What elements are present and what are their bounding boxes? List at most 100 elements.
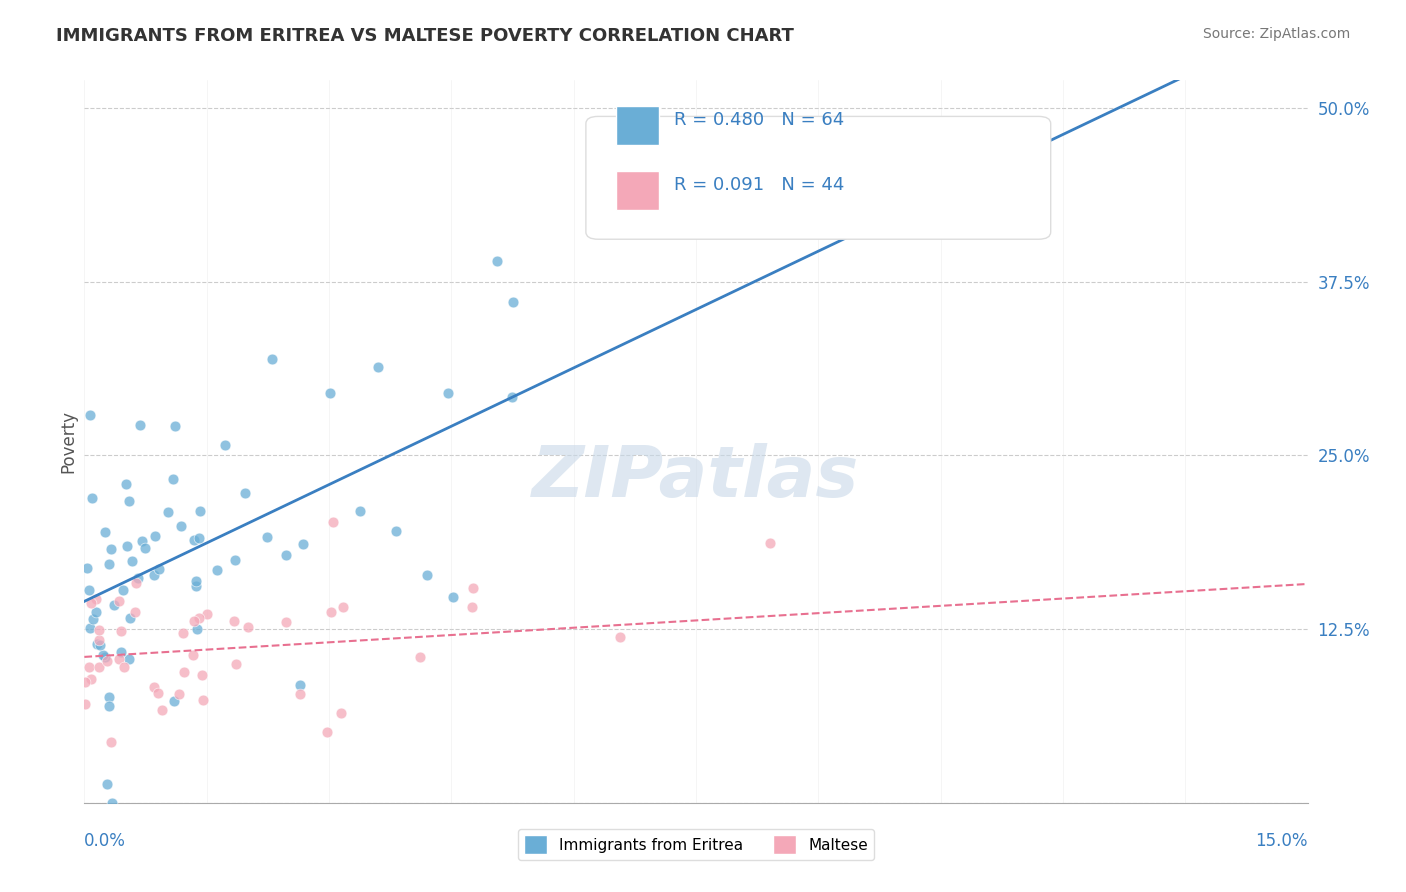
Point (319, 386, 342, 401)
Point (461, 600, 484, 615)
Point (110, 645, 132, 659)
Point (84, 592, 107, 607)
Point (187, 531, 209, 545)
Point (169, 688, 191, 702)
Text: 15.0%: 15.0% (1256, 831, 1308, 850)
Point (87, 659, 110, 673)
Point (183, 533, 205, 548)
Point (186, 623, 208, 637)
Point (118, 610, 141, 624)
Point (385, 524, 408, 538)
Point (290, 678, 312, 692)
Point (236, 620, 259, 634)
Point (80, 491, 103, 505)
Point (276, 549, 298, 563)
Point (148, 686, 170, 700)
Point (103, 599, 125, 613)
Point (485, 253, 508, 268)
Point (118, 652, 141, 666)
Point (91, 648, 114, 663)
Point (125, 576, 148, 591)
Point (288, 687, 311, 701)
Point (84, 605, 107, 619)
Point (148, 562, 170, 576)
Point (115, 539, 138, 553)
Point (100, 796, 122, 810)
Text: Source: ZipAtlas.com: Source: ZipAtlas.com (1202, 27, 1350, 41)
Point (184, 574, 207, 589)
Point (315, 724, 337, 739)
Point (142, 680, 165, 694)
Point (322, 515, 344, 529)
Point (165, 419, 187, 434)
Point (134, 541, 156, 555)
FancyBboxPatch shape (586, 117, 1050, 239)
Point (183, 648, 205, 663)
Point (183, 614, 205, 628)
Point (94, 524, 117, 539)
Point (256, 530, 278, 544)
Point (349, 504, 371, 518)
Point (86, 637, 108, 651)
Point (235, 486, 257, 500)
FancyBboxPatch shape (616, 105, 659, 145)
Point (79, 596, 101, 610)
Point (127, 571, 149, 585)
Point (143, 528, 166, 542)
Point (409, 650, 432, 665)
Point (121, 554, 143, 568)
Point (759, 535, 782, 549)
Point (207, 563, 229, 577)
Point (188, 504, 211, 518)
Point (142, 568, 165, 582)
Point (262, 352, 284, 367)
Point (225, 657, 247, 671)
Point (274, 615, 297, 629)
Point (502, 295, 524, 310)
Point (112, 660, 135, 674)
Point (291, 537, 314, 551)
Point (96, 654, 118, 668)
Point (96, 777, 118, 791)
Point (329, 706, 352, 720)
Text: IMMIGRANTS FROM ERITREA VS MALTESE POVERTY CORRELATION CHART: IMMIGRANTS FROM ERITREA VS MALTESE POVER… (56, 27, 794, 45)
Point (367, 359, 389, 374)
Point (170, 519, 193, 533)
Point (124, 605, 146, 619)
Text: R = 0.091   N = 44: R = 0.091 N = 44 (673, 176, 845, 194)
Point (110, 624, 132, 639)
Point (115, 476, 138, 491)
Y-axis label: Poverty: Poverty (59, 410, 77, 473)
Point (332, 600, 354, 615)
Point (100, 735, 122, 749)
Point (214, 438, 236, 452)
Point (150, 703, 173, 717)
Point (131, 533, 153, 548)
Point (97, 690, 120, 705)
Text: 0.0%: 0.0% (84, 831, 127, 850)
Point (609, 630, 631, 644)
Point (89, 624, 111, 638)
Point (162, 472, 184, 486)
Point (79, 408, 101, 422)
Point (437, 386, 460, 401)
Point (319, 605, 342, 619)
Point (100, 542, 122, 557)
Legend: Immigrants from Eritrea, Maltese: Immigrants from Eritrea, Maltese (517, 830, 875, 860)
Point (89, 638, 111, 652)
Text: R = 0.480   N = 64: R = 0.480 N = 64 (673, 111, 844, 129)
Point (118, 494, 141, 508)
Point (76, 561, 98, 575)
Point (112, 583, 135, 598)
Point (77, 660, 100, 674)
Point (129, 418, 152, 433)
Point (184, 578, 207, 592)
Point (108, 652, 131, 666)
Point (82, 612, 104, 626)
Point (461, 582, 484, 596)
Point (188, 611, 211, 625)
Point (441, 590, 464, 604)
Point (77, 582, 100, 597)
Point (501, 390, 523, 404)
Point (224, 552, 246, 566)
